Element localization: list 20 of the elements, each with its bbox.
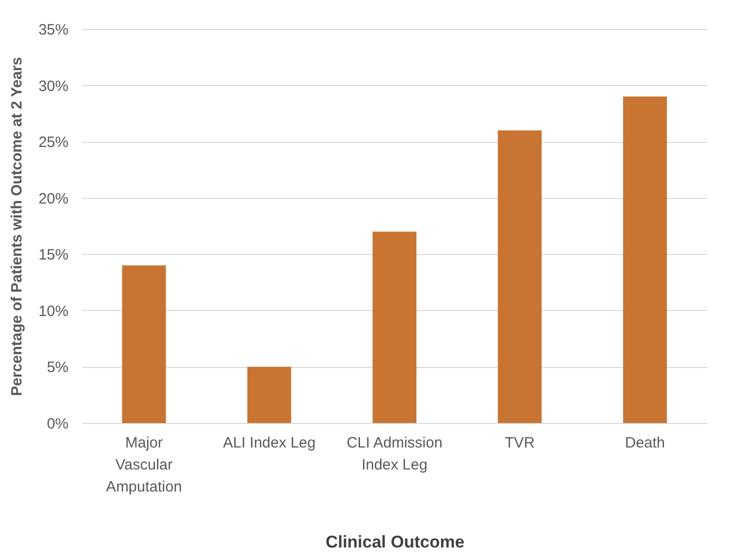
x-axis-title: Clinical Outcome [326,532,464,552]
x-tick-label: Major Vascular Amputation [106,434,182,496]
y-axis-title: Percentage of Patients with Outcome at 2 Years [8,56,26,396]
y-tick-label: 15% [38,246,68,264]
bar [372,232,416,423]
bar [122,265,166,423]
y-tick-label: 20% [38,190,68,208]
x-tick-label: ALI Index Leg [222,434,316,452]
x-tick-label: CLI Admission Index Leg [346,434,442,474]
y-tick-label: 10% [38,302,68,320]
y-tick-label: 35% [38,22,68,38]
bar [247,366,292,423]
y-tick-label: 30% [38,78,68,95]
x-tick-label: Death [624,434,666,452]
y-tick-label: 25% [38,134,68,152]
bar [498,130,542,423]
y-tick-label: 5% [46,359,68,376]
y-tick-label: 0% [46,416,68,432]
bar [623,96,667,423]
x-tick-label: TVR [504,434,535,452]
